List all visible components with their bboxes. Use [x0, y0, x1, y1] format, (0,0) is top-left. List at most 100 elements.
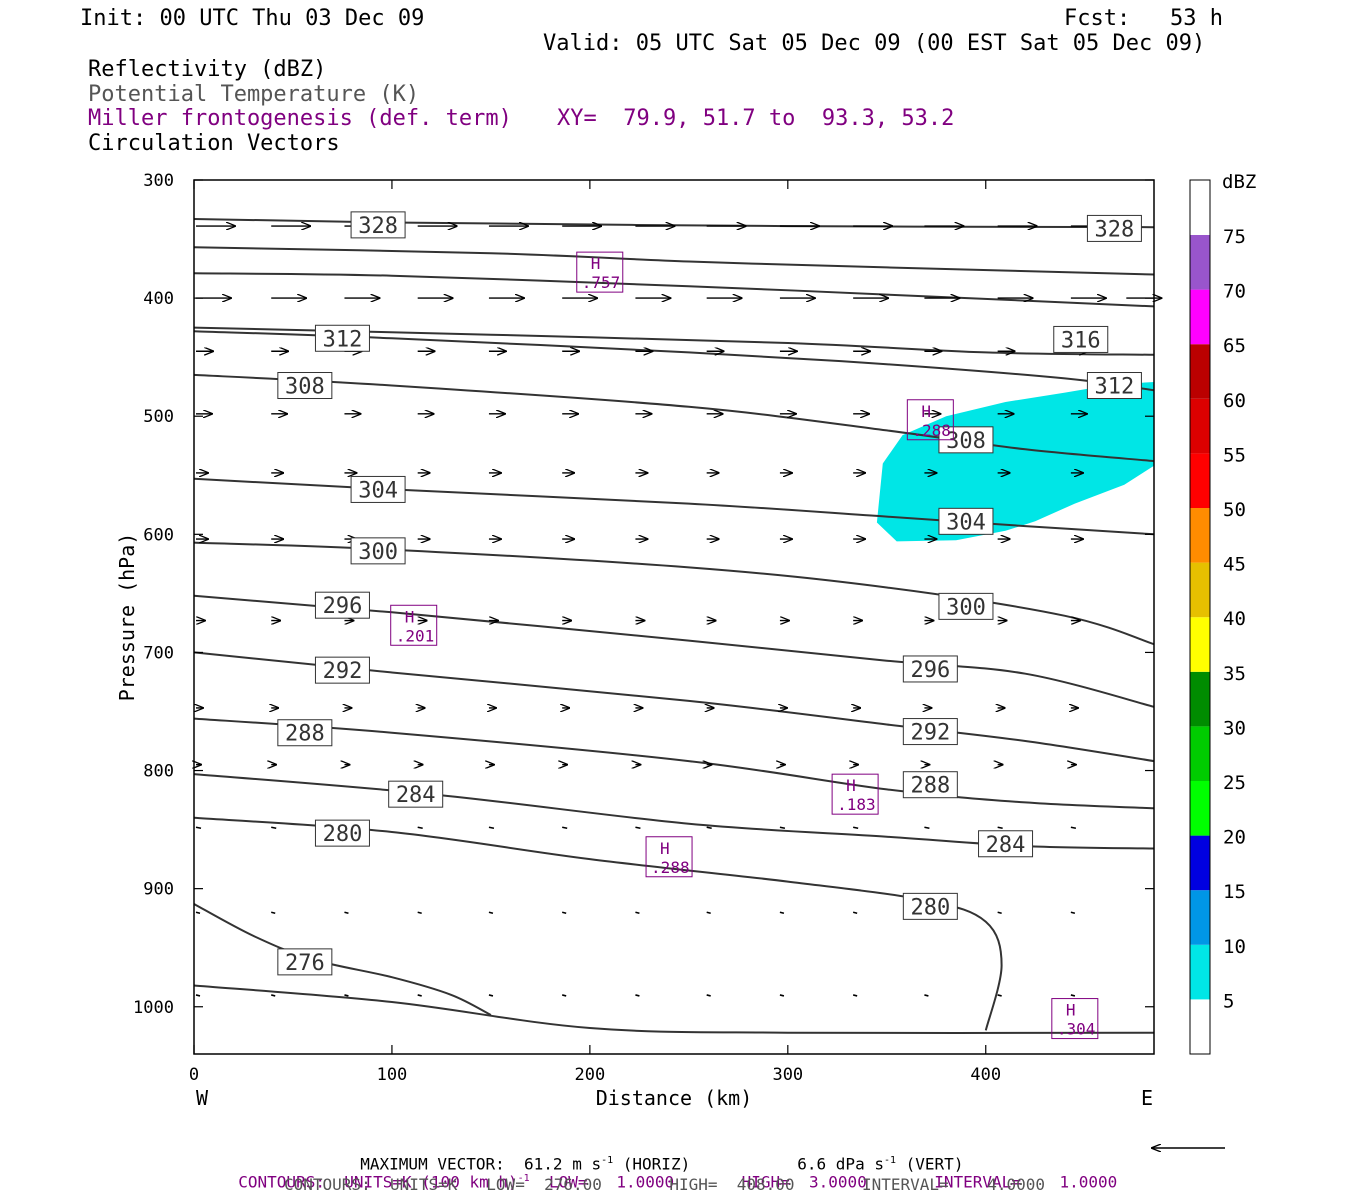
colorbar-label-15: 15	[1223, 881, 1246, 903]
colorbar-label-45: 45	[1223, 554, 1246, 576]
x-axis-title: Distance (km)	[596, 1086, 753, 1110]
theta-label-box	[1086, 214, 1142, 242]
colorbar-label-65: 65	[1223, 335, 1246, 357]
theta-label: 300	[946, 595, 986, 620]
frontogenesis-max-box	[390, 604, 438, 646]
frontogenesis-max-value: .288	[651, 858, 690, 877]
colorbar-segment-5	[1190, 944, 1210, 1000]
theta-label: 292	[910, 721, 950, 746]
x-tick-label: 300	[772, 1065, 803, 1085]
frontogenesis-max-label: H	[405, 607, 415, 626]
theta-label-box	[902, 655, 958, 683]
frontogenesis-max-label: H	[921, 402, 931, 421]
colorbar-segment-10	[1190, 890, 1210, 945]
colorbar-segment-40	[1190, 562, 1210, 618]
east-label: E	[1141, 1086, 1153, 1110]
circulation-vector	[1070, 826, 1077, 830]
colorbar-segment-55	[1190, 398, 1210, 454]
theta-label-box	[1053, 325, 1109, 353]
theta-label: 312	[323, 327, 363, 352]
colorbar-label-50: 50	[1223, 499, 1246, 521]
colorbar-segment-25	[1190, 726, 1210, 781]
y-tick-label: 1000	[133, 998, 174, 1018]
colorbar-label-70: 70	[1223, 281, 1246, 303]
colorbar-label-60: 60	[1223, 390, 1246, 412]
y-tick-label: 600	[143, 525, 174, 545]
footer-max-vector: MAXIMUM VECTOR: 61.2 m s-1 (HORIZ)	[341, 1140, 690, 1172]
init-time: Init: 00 UTC Thu 03 Dec 09	[80, 6, 425, 31]
theta-label: 308	[285, 375, 325, 400]
colorbar-label-40: 40	[1223, 608, 1246, 630]
circulation-vector	[852, 911, 858, 915]
x-tick-label: 100	[377, 1065, 408, 1085]
circulation-vector	[488, 826, 495, 830]
circulation-vector	[417, 826, 423, 830]
theta-label: 276	[285, 951, 325, 976]
circulation-vector	[1070, 911, 1076, 915]
theta-label: 328	[358, 214, 398, 239]
colorbar-segment-75	[1190, 180, 1210, 235]
y-tick-label: 500	[143, 407, 174, 427]
reflectivity-5dbz-region	[876, 382, 1154, 542]
theta-label-box	[277, 372, 333, 400]
circulation-vector	[271, 911, 276, 915]
theta-contour-unlabeled-1	[193, 246, 1155, 276]
circulation-vector	[488, 994, 494, 997]
circulation-vector	[635, 826, 641, 830]
y-tick-label: 300	[143, 171, 174, 191]
colorbar-label-30: 30	[1223, 717, 1246, 739]
circulation-vector	[635, 994, 640, 997]
theta-label: 288	[285, 722, 325, 747]
theta-contour-328	[193, 218, 1155, 229]
colorbar-label-20: 20	[1223, 827, 1246, 849]
theta-label-box	[938, 507, 994, 535]
circulation-vector	[417, 911, 422, 915]
theta-contour-unlabeled-14	[193, 984, 1155, 1035]
theta-label-box	[902, 892, 958, 920]
theta-label: 296	[323, 594, 363, 619]
circulation-vector	[344, 911, 349, 915]
theta-label-box	[902, 771, 958, 799]
theta-label-box	[314, 324, 370, 352]
theta-label-box	[314, 656, 370, 684]
footer-sup-3: -1	[517, 1173, 530, 1184]
circulation-vector	[195, 826, 202, 830]
y-tick-label: 700	[143, 643, 174, 663]
circulation-vector	[562, 826, 568, 830]
colorbar-frame	[1189, 179, 1211, 1055]
theta-label: 304	[358, 478, 398, 503]
frontogenesis-max-value: .183	[837, 795, 876, 814]
theta-label-box	[350, 475, 406, 503]
theta-label-box	[938, 592, 994, 620]
circulation-vector	[997, 826, 1003, 830]
theta-label-box	[388, 780, 444, 808]
colorbar-label-55: 55	[1223, 444, 1246, 466]
colorbar-label-5: 5	[1223, 990, 1234, 1012]
theta-label: 280	[910, 895, 950, 920]
theta-label-box	[314, 819, 370, 847]
theta-label: 328	[1095, 217, 1135, 242]
theta-label: 304	[946, 510, 986, 535]
circulation-vector	[271, 994, 276, 997]
frontogenesis-max-box	[1051, 998, 1099, 1040]
theta-label: 280	[323, 822, 363, 847]
circulation-vector	[195, 911, 201, 915]
frontogenesis-max-value: .304	[1057, 1020, 1096, 1039]
theta-label-box	[314, 591, 370, 619]
circulation-vector	[1070, 994, 1076, 997]
theta-label-box	[1086, 372, 1142, 400]
circulation-vector	[271, 826, 277, 830]
valid-time: Valid: 05 UTC Sat 05 Dec 09 (00 EST Sat …	[543, 31, 1206, 56]
colorbar-segment-45	[1190, 508, 1210, 563]
footer-sup-1: -1	[601, 1155, 614, 1166]
frontogenesis-max-box	[576, 251, 624, 293]
frontogenesis-max-box	[831, 773, 879, 815]
frontogenesis-max-label: H	[1066, 1001, 1076, 1020]
theta-contour-308	[193, 373, 1155, 463]
theta-label-box	[277, 719, 333, 747]
footer-contours-fronto-a: CONTOURS: UNITS=K (100 km h)	[238, 1172, 518, 1192]
colorbar-unit: dBZ	[1222, 171, 1256, 193]
theta-contour-unlabeled-2	[193, 272, 1155, 308]
footer-contours-fronto-b: LOW= 1.0000 HIGH= 3.0000 INTERVAL= 1.000…	[529, 1172, 1118, 1192]
